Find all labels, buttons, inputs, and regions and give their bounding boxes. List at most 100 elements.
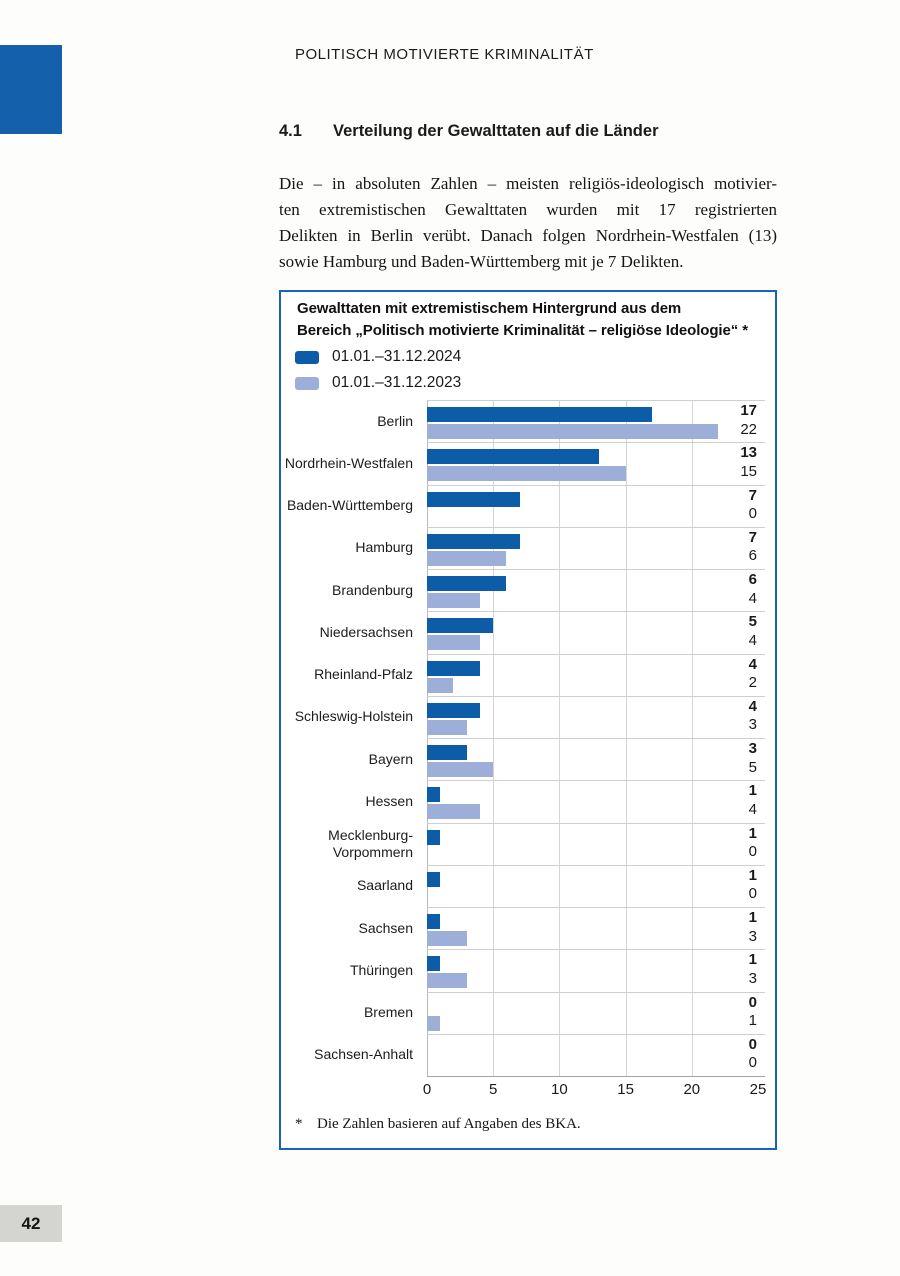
row-separator-line: [427, 442, 765, 444]
state-label: Sachsen: [358, 919, 413, 936]
value-labels: 1 3: [749, 951, 757, 988]
value-2024: 6: [748, 571, 757, 588]
value-labels: 3 5: [749, 740, 757, 777]
row-separator-line: [427, 907, 765, 908]
chart-row: Mecklenburg- Vorpommern 1 0: [281, 822, 775, 865]
value-2023: 22: [740, 420, 757, 438]
bar-2023: [427, 804, 480, 820]
x-tick-label: 5: [489, 1081, 498, 1098]
legend-swatch-2024: [295, 350, 319, 364]
row-separator-line: [427, 780, 765, 782]
state-label: Brandenburg: [332, 581, 413, 598]
value-2024: 4: [748, 655, 757, 673]
value-2023: 4: [748, 589, 757, 607]
figure-title-line1: Gewalttaten mit extremistischem Hintergr…: [297, 300, 682, 317]
state-label: Rheinland-Pfalz: [314, 666, 413, 683]
row-separator-line: [427, 864, 765, 866]
bar-group: [427, 829, 441, 862]
bar-group: [427, 956, 467, 989]
x-tick-label: 25: [749, 1081, 767, 1098]
bar-2023: [427, 762, 494, 777]
row-separator-line: [427, 484, 765, 486]
running-header: POLITISCH MOTIVIERTE KRIMINALITÄT: [295, 46, 594, 63]
bar-group: [427, 914, 467, 946]
state-label: Nordrhein-Westfalen: [284, 454, 413, 471]
legend-label-2024: 01.01.–31.12.2024: [332, 348, 462, 365]
bar-2024: [427, 407, 653, 422]
bar-2023: [427, 550, 507, 566]
bar-2024: [427, 829, 441, 845]
value-2023: 3: [748, 927, 757, 945]
bar-2024: [427, 914, 441, 929]
legend-label-2023: 01.01.–31.12.2023: [332, 374, 462, 391]
bar-2023: [427, 593, 480, 608]
value-2023: 0: [748, 505, 757, 522]
row-separator-line: [427, 695, 765, 697]
chart-row: Schleswig-Holstein 4 3: [281, 695, 775, 738]
bar-2024: [427, 533, 520, 549]
bar-group: [427, 491, 520, 524]
page-number: 42: [21, 1213, 41, 1233]
state-label: Bremen: [363, 1004, 413, 1021]
bar-2023: [427, 466, 626, 482]
footnote-asterisk: *: [295, 1116, 303, 1132]
bar-group: [427, 618, 494, 651]
page-edge-color-block: [0, 45, 62, 134]
value-labels: 7 6: [749, 529, 757, 566]
value-2024: 17: [740, 402, 757, 419]
value-2023: 6: [748, 547, 757, 565]
value-labels: 17 22: [740, 402, 757, 439]
legend-item-2023: 01.01.–31.12.2023: [295, 370, 461, 396]
x-tick-label: 15: [617, 1081, 634, 1098]
legend-swatch-2023: [295, 376, 319, 390]
bar-2024: [427, 871, 441, 887]
value-labels: 1 0: [749, 867, 757, 904]
x-axis-line: [427, 1076, 765, 1077]
chart-row: Berlin 17 22: [281, 400, 775, 442]
bar-group: [427, 449, 626, 482]
row-separator-line: [427, 949, 765, 951]
value-labels: 4 3: [749, 698, 757, 735]
value-labels: 5 4: [749, 613, 757, 650]
value-2023: 2: [748, 674, 757, 691]
state-label: Niedersachsen: [319, 623, 413, 640]
bar-group: [427, 407, 719, 439]
body-paragraph: Die – in absoluten Zahlen – meisten reli…: [279, 171, 777, 275]
row-separator-line: [427, 400, 765, 401]
row-separator-line: [427, 569, 765, 570]
row-separator-line: [427, 738, 765, 739]
value-labels: 7 0: [749, 487, 757, 524]
value-labels: 0 1: [749, 994, 757, 1031]
bar-2023: [427, 719, 467, 735]
state-label: Mecklenburg- Vorpommern: [328, 826, 413, 860]
bar-group: [427, 533, 520, 566]
section-title: Verteilung der Gewalttaten auf die Lände…: [333, 122, 659, 140]
value-labels: 4 2: [749, 656, 757, 693]
state-label: Bayern: [368, 750, 413, 767]
chart-row: Nordrhein-Westfalen 13 15: [281, 442, 775, 484]
row-separator-line: [427, 1033, 765, 1035]
bar-2023: [427, 635, 480, 651]
figure-title: Gewalttaten mit extremistischem Hintergr…: [297, 298, 748, 341]
bar-group: [427, 871, 441, 904]
bar-group: [427, 787, 480, 820]
figure-box: Gewalttaten mit extremistischem Hintergr…: [279, 290, 777, 1150]
x-tick-label: 0: [422, 1081, 432, 1098]
chart-row: Niedersachsen 5 4: [281, 611, 775, 653]
value-labels: 13 15: [740, 444, 757, 481]
chart-row: Saarland 1 0: [281, 864, 775, 907]
value-2024: 1: [748, 824, 757, 842]
bar-2023: [427, 677, 454, 693]
row-separator-line: [427, 611, 765, 613]
bar-group: [427, 702, 480, 735]
paragraph-line: Die – in absoluten Zahlen – meisten reli…: [279, 174, 777, 193]
chart-row: Sachsen 1 3: [281, 907, 775, 949]
value-2023: 15: [740, 462, 757, 480]
value-2024: 7: [748, 486, 757, 504]
state-label: Sachsen-Anhalt: [314, 1046, 413, 1063]
bar-2023: [427, 1015, 441, 1031]
chart-row: Bremen 0 1: [281, 991, 775, 1034]
bar-2024: [427, 702, 480, 718]
value-2023: 1: [748, 1012, 757, 1029]
